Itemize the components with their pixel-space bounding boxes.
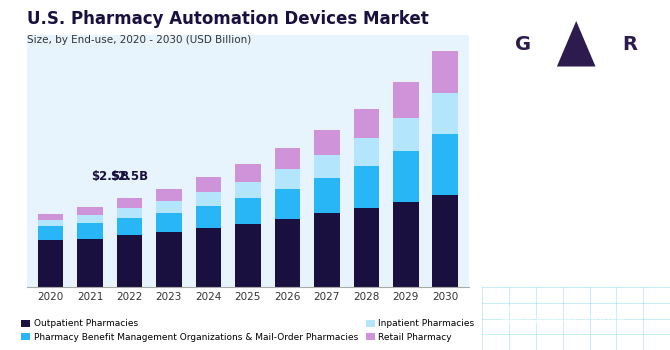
Bar: [314, 155, 340, 178]
Bar: [235, 224, 261, 287]
Bar: [235, 198, 261, 224]
FancyBboxPatch shape: [553, 21, 599, 66]
Bar: [354, 166, 379, 208]
Bar: [432, 195, 458, 287]
Bar: [393, 118, 419, 151]
Text: Source:
www.grandviewresearch.com: Source: www.grandviewresearch.com: [501, 305, 625, 325]
Legend: Outpatient Pharmacies, Pharmacy Benefit Management Organizations & Mail-Order Ph: Outpatient Pharmacies, Pharmacy Benefit …: [18, 316, 478, 345]
FancyBboxPatch shape: [499, 21, 547, 66]
Bar: [432, 93, 458, 134]
Bar: [354, 108, 379, 138]
Bar: [156, 232, 182, 287]
Bar: [77, 223, 103, 239]
Bar: [38, 220, 64, 226]
Bar: [196, 205, 221, 228]
Bar: [432, 50, 458, 93]
Bar: [117, 208, 142, 218]
Bar: [235, 163, 261, 182]
Bar: [432, 134, 458, 195]
Bar: [235, 182, 261, 198]
Text: G: G: [515, 35, 531, 54]
Bar: [38, 226, 64, 240]
Bar: [314, 178, 340, 214]
Bar: [38, 214, 64, 220]
Bar: [156, 189, 182, 201]
Bar: [393, 202, 419, 287]
Bar: [196, 177, 221, 192]
Bar: [117, 198, 142, 208]
Text: GRAND VIEW RESEARCH: GRAND VIEW RESEARCH: [524, 76, 628, 85]
Text: U.S. Market CAGR,
2024 - 2030: U.S. Market CAGR, 2024 - 2030: [525, 206, 628, 228]
Bar: [314, 214, 340, 287]
Bar: [156, 201, 182, 213]
Bar: [275, 148, 300, 169]
Bar: [275, 169, 300, 189]
Bar: [393, 82, 419, 118]
Bar: [275, 218, 300, 287]
Text: Size, by End-use, 2020 - 2030 (USD Billion): Size, by End-use, 2020 - 2030 (USD Billi…: [27, 35, 251, 45]
Bar: [196, 192, 221, 205]
Bar: [354, 208, 379, 287]
Bar: [354, 138, 379, 166]
Bar: [77, 239, 103, 287]
Bar: [117, 218, 142, 235]
Bar: [314, 130, 340, 155]
Polygon shape: [557, 21, 596, 66]
Text: R: R: [622, 35, 636, 54]
Text: 9.2%: 9.2%: [534, 143, 618, 172]
Bar: [117, 235, 142, 287]
Bar: [38, 240, 64, 287]
Text: U.S. Pharmacy Automation Devices Market: U.S. Pharmacy Automation Devices Market: [27, 10, 429, 28]
Bar: [275, 189, 300, 218]
Bar: [77, 207, 103, 215]
Bar: [77, 215, 103, 223]
Text: $2.5B: $2.5B: [90, 170, 129, 183]
Bar: [196, 228, 221, 287]
Bar: [393, 151, 419, 202]
FancyBboxPatch shape: [605, 21, 653, 66]
Text: $2.5B: $2.5B: [110, 170, 148, 183]
Bar: [156, 213, 182, 232]
